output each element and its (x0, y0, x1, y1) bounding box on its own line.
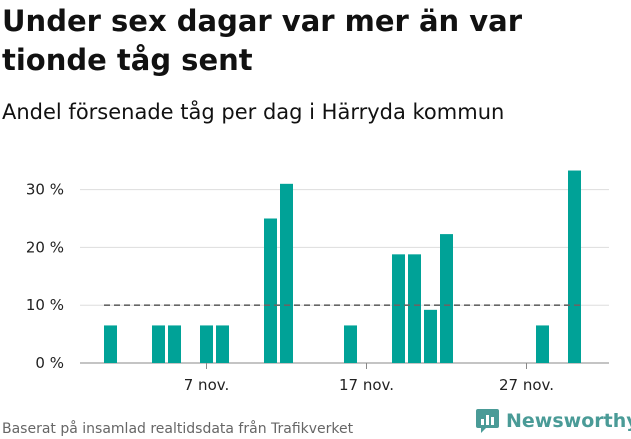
x-axis: 7 nov. 17 nov. 27 nov. (184, 363, 554, 394)
bars (104, 170, 581, 363)
y-axis: 0 % 10 % 20 % 30 % (26, 181, 64, 372)
bar (392, 254, 405, 363)
y-tick-label: 10 % (26, 296, 64, 314)
brand-name: Newsworthy (506, 410, 631, 432)
bar (536, 325, 549, 363)
bar-chart: 0 % 10 % 20 % 30 % 7 nov. 17 nov. 27 nov. (26, 170, 609, 394)
bar (264, 218, 277, 363)
bar (344, 325, 357, 363)
y-tick-label: 0 % (35, 354, 64, 372)
bar (280, 183, 293, 363)
bar (408, 254, 421, 363)
brand-logo: Newsworthy (476, 409, 631, 433)
chart-subtitle: Andel försenade tåg per dag i Härryda ko… (2, 100, 505, 124)
bar (168, 325, 181, 363)
x-tick-label: 27 nov. (499, 376, 554, 394)
bar (568, 170, 581, 363)
y-tick-label: 20 % (26, 238, 64, 256)
x-tick-label: 17 nov. (339, 376, 394, 394)
source-note: Baserat på insamlad realtidsdata från Tr… (2, 421, 354, 437)
bar (200, 325, 213, 363)
newsworthy-logo-icon (476, 409, 499, 433)
bar (104, 325, 117, 363)
x-tick-label: 7 nov. (184, 376, 229, 394)
bar (440, 234, 453, 363)
chart-title: Under sex dagar var mer än var tionde tå… (2, 4, 523, 77)
bar (216, 325, 229, 363)
bar (424, 309, 437, 363)
bar (152, 325, 165, 363)
y-tick-label: 30 % (26, 181, 64, 199)
